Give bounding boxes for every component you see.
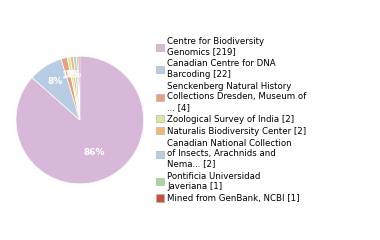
Wedge shape [77,56,80,120]
Text: 86%: 86% [84,148,105,156]
Wedge shape [78,56,80,120]
Wedge shape [70,56,80,120]
Text: 8%: 8% [48,77,63,86]
Wedge shape [32,59,80,120]
Wedge shape [61,57,80,120]
Text: 1%: 1% [64,70,79,79]
Text: 1%: 1% [66,70,82,79]
Wedge shape [67,57,80,120]
Wedge shape [16,56,144,184]
Text: 1%: 1% [61,71,76,80]
Legend: Centre for Biodiversity
Genomics [219], Canadian Centre for DNA
Barcoding [22], : Centre for Biodiversity Genomics [219], … [156,37,306,203]
Wedge shape [73,56,80,120]
